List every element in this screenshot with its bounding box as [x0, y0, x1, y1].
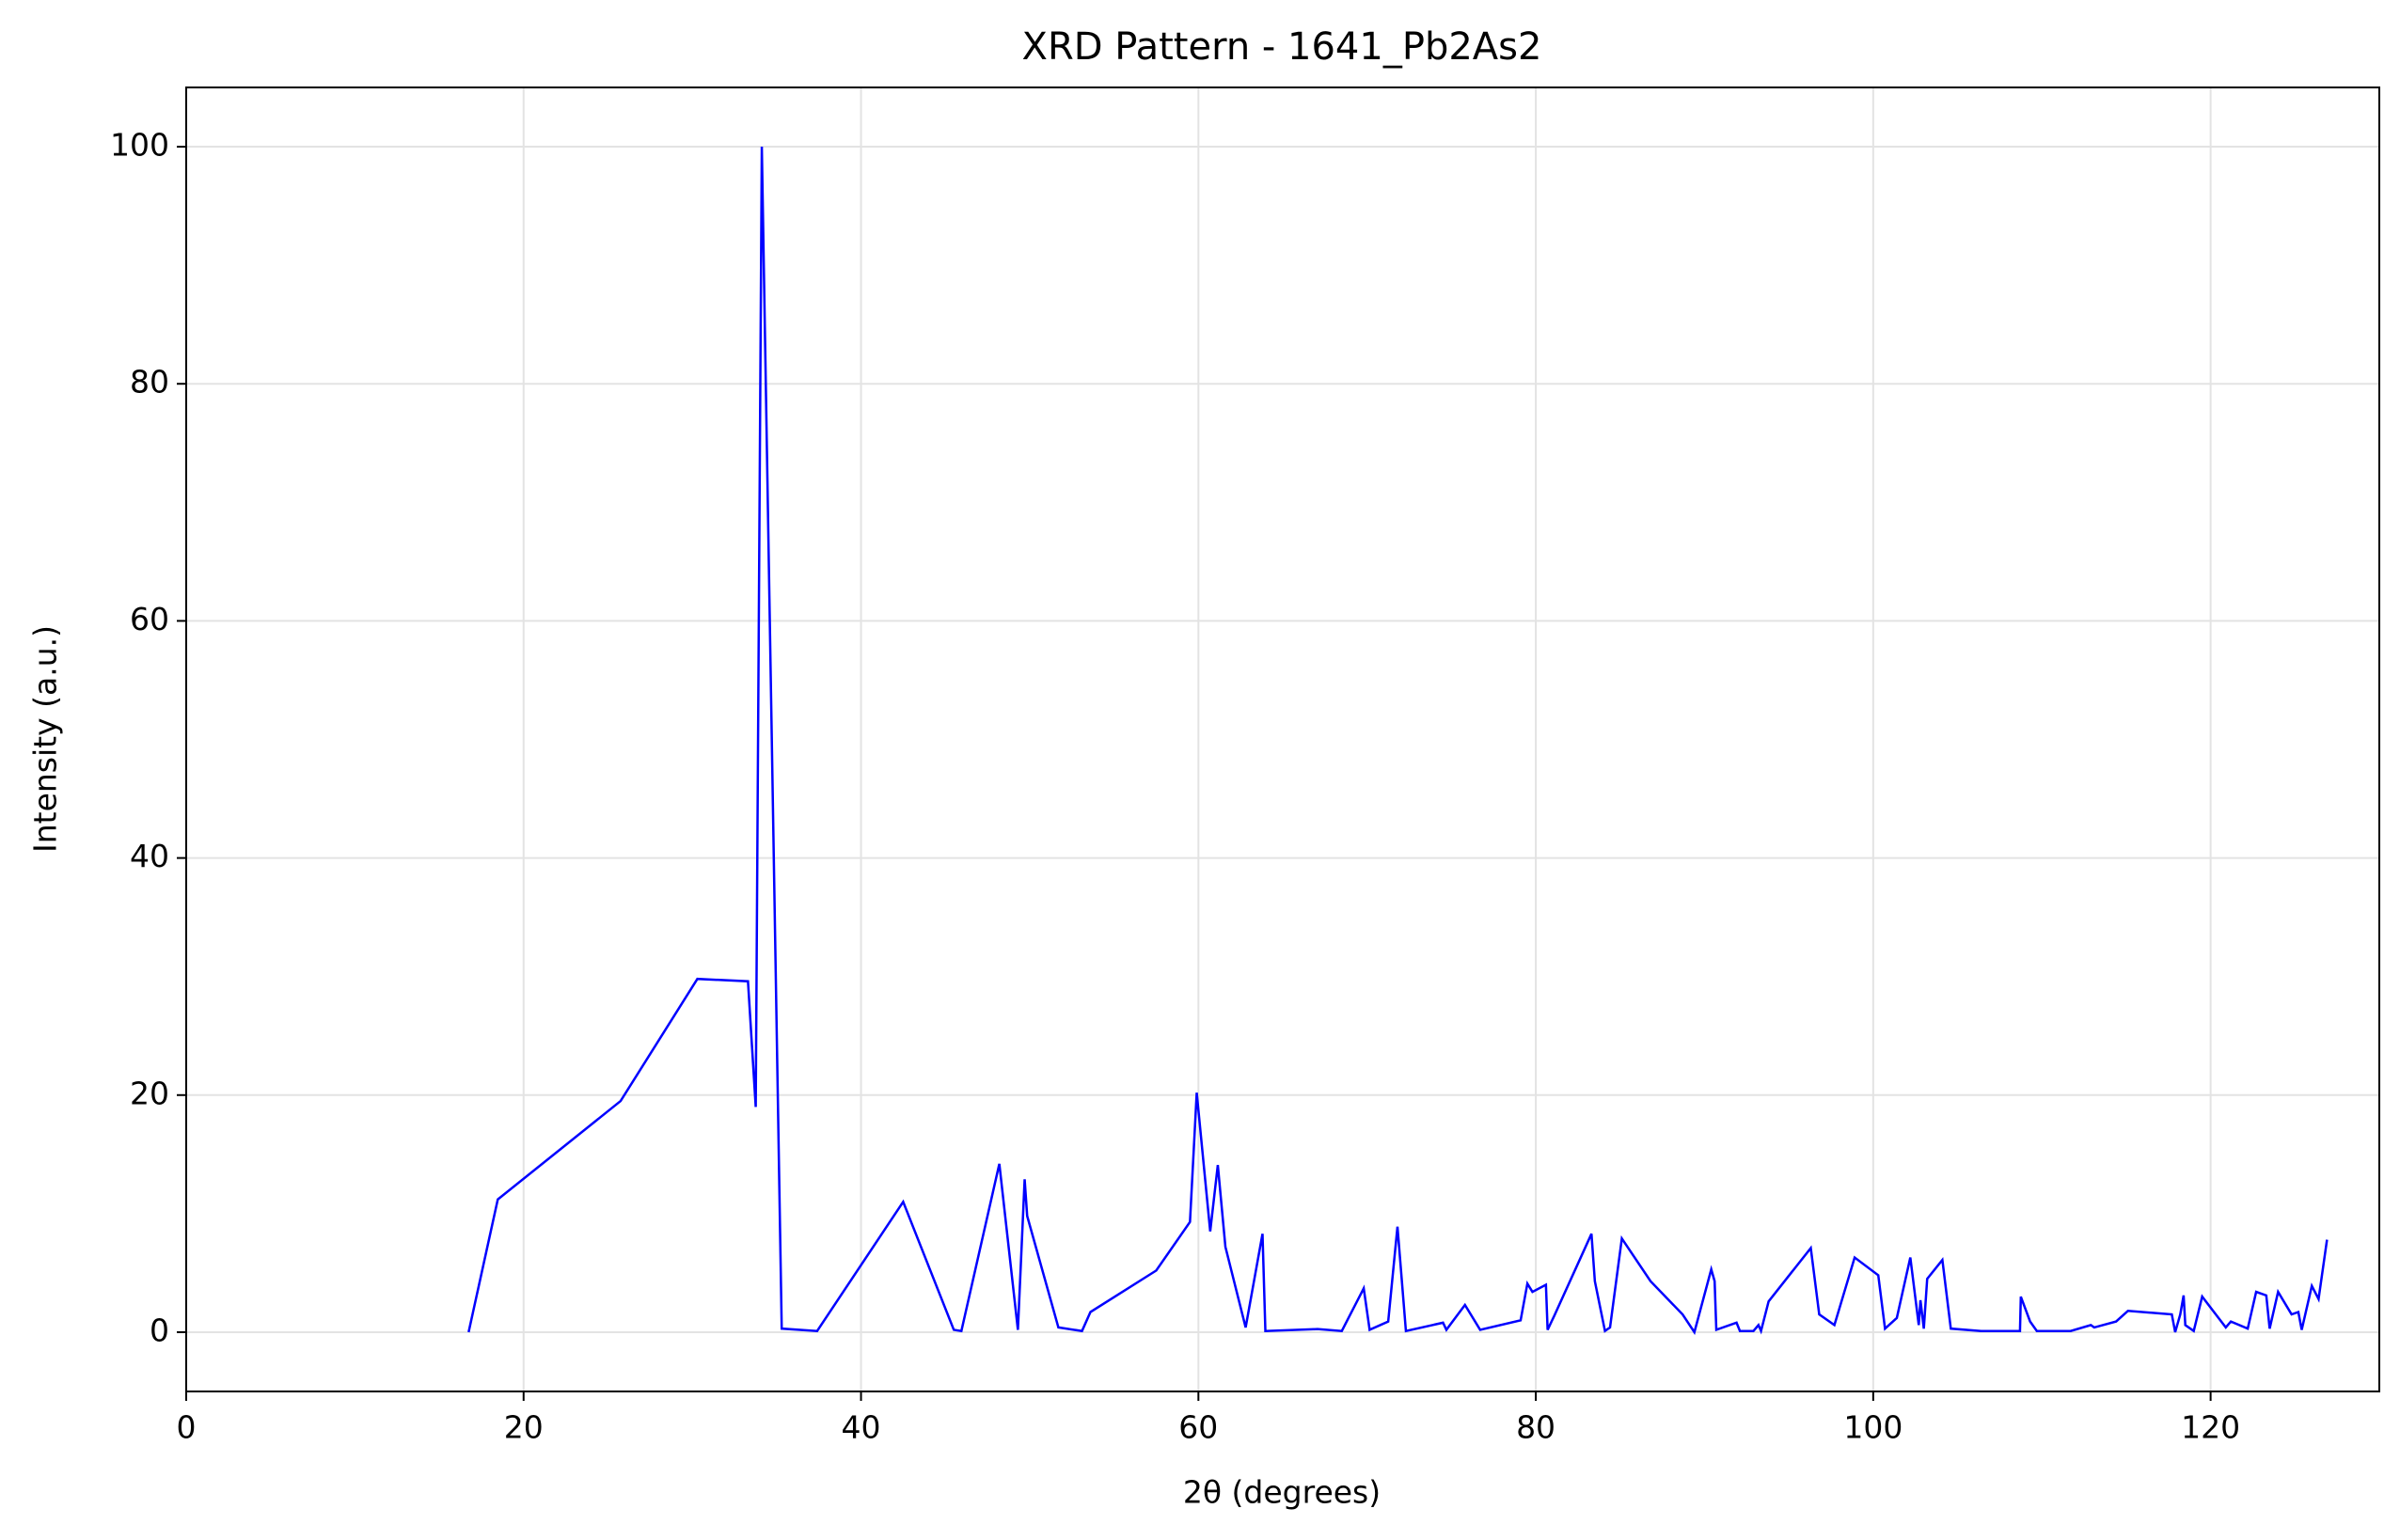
data-line: [467, 147, 2329, 1335]
y-tick-label: 100: [110, 127, 169, 164]
y-tick-label: 40: [130, 838, 169, 874]
x-axis-label: 2θ (degrees): [1183, 1474, 1381, 1511]
y-tick-label: 20: [130, 1075, 169, 1111]
y-tick-label: 0: [150, 1312, 169, 1348]
y-axis-label: Intensity (a.u.): [27, 625, 64, 853]
y-tick-label: 60: [130, 601, 169, 637]
x-tick-label: 60: [1178, 1409, 1218, 1446]
y-tick-label: 80: [130, 364, 169, 401]
x-tick-label: 0: [177, 1409, 197, 1446]
chart-title: XRD Pattern - 1641_Pb2As2: [1022, 25, 1542, 69]
plot-frame: [185, 86, 2380, 1392]
x-tick-label: 80: [1516, 1409, 1555, 1446]
x-tick-label: 120: [2181, 1409, 2240, 1446]
x-tick-label: 20: [504, 1409, 544, 1446]
x-tick-label: 40: [842, 1409, 881, 1446]
x-tick-label: 100: [1843, 1409, 1903, 1446]
